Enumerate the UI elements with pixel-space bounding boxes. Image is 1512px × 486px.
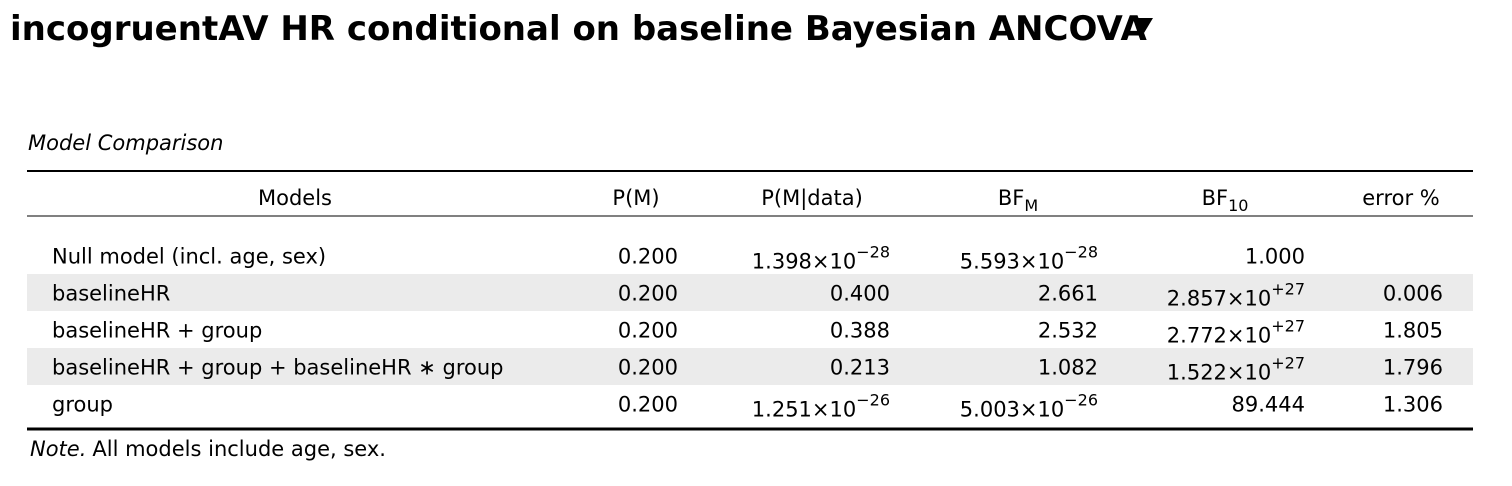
column-header: BF10 bbox=[1202, 186, 1249, 215]
column-header: error % bbox=[1362, 186, 1439, 210]
table-note: Note. All models include age, sex. bbox=[30, 437, 386, 461]
cell-text: 2.772×10 bbox=[1167, 324, 1271, 348]
table-cell: 2.772×10+27 bbox=[1167, 317, 1305, 348]
cell-text: 1.306 bbox=[1383, 393, 1443, 417]
cell-text: 1.082 bbox=[1038, 356, 1098, 380]
menu-arrow[interactable] bbox=[1135, 18, 1153, 33]
header-text: Models bbox=[258, 186, 332, 210]
column-header: P(M|data) bbox=[761, 186, 863, 211]
cell-text: 5.003×10 bbox=[960, 398, 1064, 422]
table-cell: 89.444 bbox=[1232, 393, 1305, 417]
cell-exponent: −28 bbox=[856, 243, 890, 262]
column-header: P(M) bbox=[612, 186, 659, 210]
table-cell: 1.000 bbox=[1245, 245, 1305, 269]
header-text: error % bbox=[1362, 186, 1439, 210]
cell-text: 1.805 bbox=[1383, 319, 1443, 343]
model-name: baselineHR bbox=[52, 282, 170, 306]
table-cell: 2.532 bbox=[1038, 319, 1098, 343]
table-cell: 1.251×10−26 bbox=[752, 391, 890, 422]
cell-text: 1.522×10 bbox=[1167, 361, 1271, 385]
cell-text: 0.200 bbox=[618, 319, 678, 343]
cell-text: 0.200 bbox=[618, 356, 678, 380]
table-cell: 1.398×10−28 bbox=[752, 243, 890, 274]
cell-text: 1.000 bbox=[1245, 245, 1305, 269]
table-cell: 0.200 bbox=[618, 319, 678, 343]
cell-exponent: −26 bbox=[856, 391, 890, 410]
table-cell: 0.388 bbox=[830, 319, 890, 343]
cell-text: 89.444 bbox=[1232, 393, 1305, 417]
header-text: BF bbox=[1202, 186, 1229, 210]
table-cell: 1.805 bbox=[1383, 319, 1443, 343]
cell-text: 2.532 bbox=[1038, 319, 1098, 343]
cell-text: group bbox=[52, 393, 113, 417]
cell-text: 0.200 bbox=[618, 393, 678, 417]
cell-text: 0.200 bbox=[618, 282, 678, 306]
header-subscript: M bbox=[1024, 196, 1038, 215]
cell-text: 1.398×10 bbox=[752, 250, 856, 274]
table-cell: 0.200 bbox=[618, 282, 678, 306]
cell-text: 1.251×10 bbox=[752, 398, 856, 422]
table-cell: 1.522×10+27 bbox=[1167, 354, 1305, 385]
cell-exponent: +27 bbox=[1271, 317, 1305, 336]
header-text: BF bbox=[998, 186, 1025, 210]
row-stripe bbox=[27, 348, 1473, 385]
column-header: BFM bbox=[998, 186, 1038, 215]
table-cell: 0.200 bbox=[618, 245, 678, 269]
cell-text: 0.200 bbox=[618, 245, 678, 269]
cell-text: baselineHR + group + baselineHR ∗ group bbox=[52, 356, 504, 380]
cell-text: Null model (incl. age, sex) bbox=[52, 245, 326, 269]
model-name: baselineHR + group bbox=[52, 319, 262, 343]
table-cell: 0.200 bbox=[618, 393, 678, 417]
cell-text: 0.213 bbox=[830, 356, 890, 380]
table-cell: 0.200 bbox=[618, 356, 678, 380]
cell-text: 0.006 bbox=[1383, 282, 1443, 306]
header-subscript: 10 bbox=[1228, 196, 1248, 215]
table-cell: 2.661 bbox=[1038, 282, 1098, 306]
table-cell: 0.006 bbox=[1383, 282, 1443, 306]
cell-exponent: −28 bbox=[1064, 243, 1098, 262]
table-caption: Model Comparison bbox=[28, 131, 223, 155]
table-cell: 0.213 bbox=[830, 356, 890, 380]
cell-exponent: +27 bbox=[1271, 354, 1305, 373]
table-cell: 2.857×10+27 bbox=[1167, 280, 1305, 311]
table-cell: 0.400 bbox=[830, 282, 890, 306]
column-header: Models bbox=[258, 186, 332, 210]
caption-text: Model Comparison bbox=[28, 131, 223, 155]
table-cell: 1.796 bbox=[1383, 356, 1443, 380]
table-cell: 1.306 bbox=[1383, 393, 1443, 417]
header-text: P(M|data) bbox=[761, 186, 863, 211]
model-name: baselineHR + group + baselineHR ∗ group bbox=[52, 356, 504, 380]
cell-text: 0.388 bbox=[830, 319, 890, 343]
title-text: incogruentAV HR conditional on baseline … bbox=[10, 9, 1147, 49]
header-text: P(M) bbox=[612, 186, 659, 210]
cell-text: 2.857×10 bbox=[1167, 287, 1271, 311]
note-label: Note. bbox=[30, 437, 86, 461]
cell-text: baselineHR bbox=[52, 282, 170, 306]
table-cell: 5.593×10−28 bbox=[960, 243, 1098, 274]
model-name: group bbox=[52, 393, 113, 417]
table-cell: 1.082 bbox=[1038, 356, 1098, 380]
cell-text: 5.593×10 bbox=[960, 250, 1064, 274]
cell-exponent: +27 bbox=[1271, 280, 1305, 299]
note-text: All models include age, sex. bbox=[92, 437, 386, 461]
cell-text: 1.796 bbox=[1383, 356, 1443, 380]
cell-exponent: −26 bbox=[1064, 391, 1098, 410]
cell-text: 0.400 bbox=[830, 282, 890, 306]
cell-text: 2.661 bbox=[1038, 282, 1098, 306]
cell-text: baselineHR + group bbox=[52, 319, 262, 343]
analysis-title: incogruentAV HR conditional on baseline … bbox=[10, 9, 1147, 49]
table-cell: 5.003×10−26 bbox=[960, 391, 1098, 422]
model-name: Null model (incl. age, sex) bbox=[52, 245, 326, 269]
row-stripe bbox=[27, 274, 1473, 311]
